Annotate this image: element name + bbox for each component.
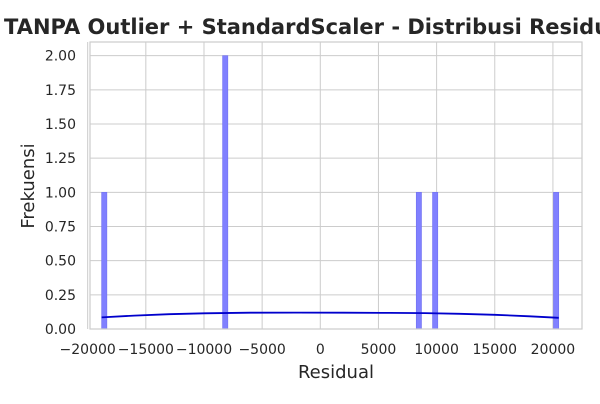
x-tick-label: −15000 xyxy=(118,342,174,358)
y-tick-label: 0.25 xyxy=(45,288,76,304)
x-tick-label: 10000 xyxy=(414,342,459,358)
y-tick-label: 1.25 xyxy=(45,151,76,167)
y-tick-label: 0.75 xyxy=(45,220,76,236)
y-axis-ticks: 0.00 0.25 0.50 0.75 1.00 1.25 1.50 1.75 2.00 xyxy=(45,49,76,338)
x-tick-label: −5000 xyxy=(238,342,285,358)
x-tick-label: 20000 xyxy=(531,342,576,358)
x-axis-label: Residual xyxy=(298,362,374,383)
axes-frame xyxy=(89,41,583,330)
y-tick-label: 1.50 xyxy=(45,117,76,133)
plot-area xyxy=(87,41,583,330)
x-tick-label: 0 xyxy=(316,342,325,358)
y-tick-label: 1.00 xyxy=(45,185,76,201)
y-tick-label: 1.75 xyxy=(45,83,76,99)
y-tick-label: 0.00 xyxy=(45,322,76,338)
x-tick-label: −10000 xyxy=(176,342,232,358)
x-tick-label: 15000 xyxy=(472,342,517,358)
kde-line xyxy=(101,311,559,319)
x-tick-label: −20000 xyxy=(60,342,116,358)
y-axis-label: Frekuensi xyxy=(18,143,39,228)
histogram-bar xyxy=(101,192,108,330)
histogram-bar xyxy=(415,192,422,330)
grid-layer xyxy=(87,42,582,330)
y-tick-label: 0.50 xyxy=(45,254,76,270)
y-tick-label: 2.00 xyxy=(45,49,76,65)
plot-background xyxy=(90,42,582,329)
x-tick-label: 5000 xyxy=(361,342,397,358)
x-axis-ticks: −20000 −15000 −10000 −5000 0 5000 10000 15000 20… xyxy=(60,342,576,358)
histogram-bar xyxy=(222,55,229,330)
histogram-bar xyxy=(432,192,439,330)
histogram-bar xyxy=(553,192,560,330)
chart-title: TANPA Outlier + StandardScaler - Distrib… xyxy=(4,15,600,39)
